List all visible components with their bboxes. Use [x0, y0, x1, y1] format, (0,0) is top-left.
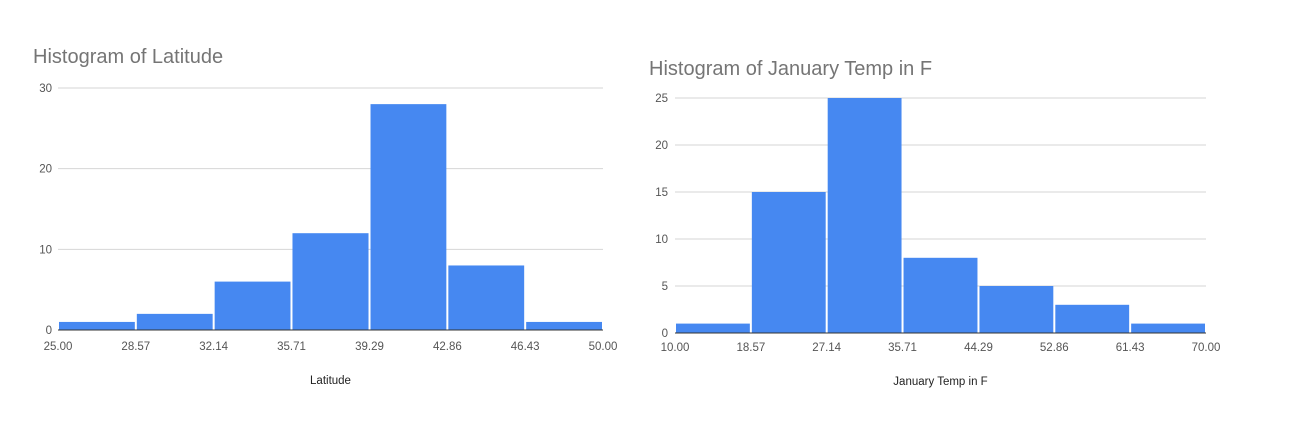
x-tick-label: 52.86 — [1040, 342, 1069, 354]
histogram-bar — [827, 98, 902, 333]
x-tick-label: 50.00 — [589, 341, 618, 353]
x-tick-label: 35.71 — [888, 342, 917, 354]
x-tick-label: 28.57 — [121, 341, 150, 353]
histogram-bar — [370, 104, 447, 330]
y-tick-label: 10 — [39, 244, 52, 256]
y-tick-label: 25 — [655, 93, 668, 105]
y-tick-label: 20 — [39, 164, 52, 176]
x-tick-label: 61.43 — [1116, 342, 1145, 354]
chart-title: Histogram of January Temp in F — [649, 58, 932, 80]
histogram-bar — [214, 281, 291, 330]
histogram-bar — [292, 233, 369, 330]
histogram-bar — [448, 265, 525, 330]
x-tick-label: 35.71 — [277, 341, 306, 353]
histogram-bar — [903, 257, 978, 333]
x-tick-label: 42.86 — [433, 341, 462, 353]
x-tick-label: 25.00 — [44, 341, 73, 353]
x-tick-label: 27.14 — [812, 342, 841, 354]
y-tick-label: 5 — [662, 281, 668, 293]
x-tick-label: 46.43 — [511, 341, 540, 353]
histogram-bar — [979, 286, 1054, 333]
latitude-histogram: Histogram of Latitude 0 10 20 30 25.00 28.57 32… — [33, 46, 617, 387]
histogram-bar — [526, 321, 602, 330]
histogram-bar — [136, 313, 213, 330]
y-tick-label: 15 — [655, 187, 668, 199]
y-tick-label: 30 — [39, 83, 52, 95]
x-tick-label: 44.29 — [964, 342, 993, 354]
histogram-bar — [59, 321, 135, 330]
chart-title: Histogram of Latitude — [33, 46, 223, 68]
x-tick-label: 10.00 — [661, 342, 690, 354]
histogram-bar — [1055, 304, 1130, 333]
x-tick-label: 18.57 — [736, 342, 765, 354]
histogram-bar — [1131, 323, 1205, 333]
y-tick-label: 0 — [46, 325, 52, 337]
y-tick-label: 10 — [655, 234, 668, 246]
x-axis-label: Latitude — [310, 375, 351, 387]
x-tick-label: 70.00 — [1192, 342, 1221, 354]
x-tick-label: 39.29 — [355, 341, 384, 353]
x-tick-label: 32.14 — [199, 341, 228, 353]
histogram-bar — [751, 192, 826, 333]
y-tick-label: 20 — [655, 140, 668, 152]
histogram-bar — [676, 323, 750, 333]
x-axis-label: January Temp in F — [893, 376, 987, 388]
january-temp-histogram: Histogram of January Temp in F 0 5 10 15 20 25… — [649, 58, 1220, 388]
y-tick-label: 0 — [662, 328, 668, 340]
